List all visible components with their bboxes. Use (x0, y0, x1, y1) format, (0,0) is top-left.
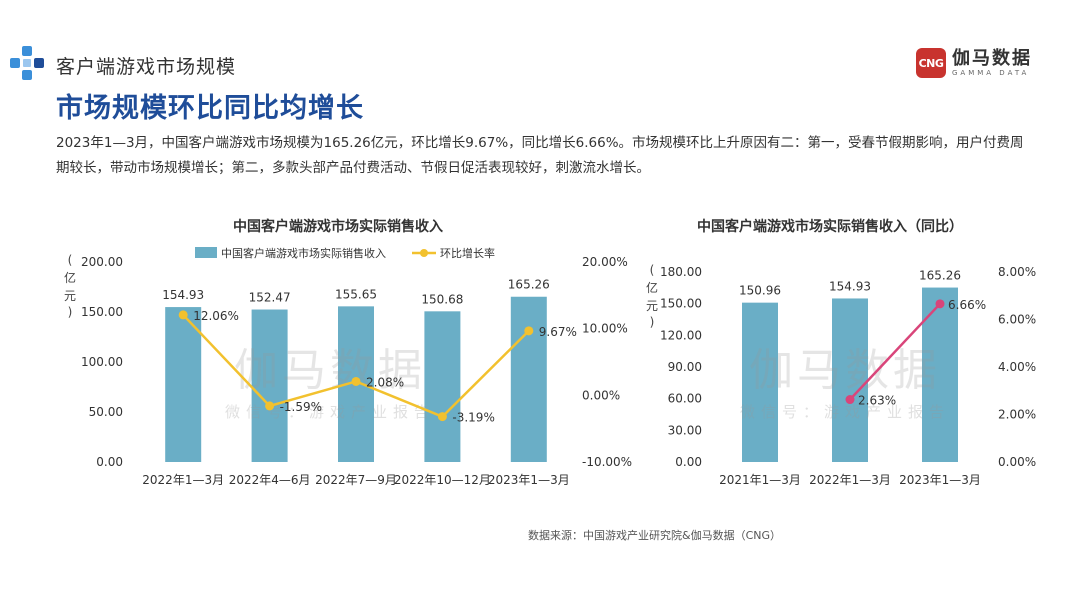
data-source: 数据来源：中国游戏产业研究院&伽马数据（CNG） (528, 529, 782, 542)
right-chart-line (849, 302, 941, 401)
left-chart-bar-label: 150.68 (421, 292, 463, 306)
company-logo-icon (10, 46, 44, 80)
brand-name: 伽马数据 (952, 48, 1032, 69)
left-chart-x-tick: 2022年1—3月 (142, 473, 224, 487)
right-chart-watermark: 伽马数据 (749, 345, 941, 396)
right-chart-y-tick: 0.00 (675, 455, 702, 469)
right-chart-watermark-sub: 微信号：游戏产业报告 (740, 403, 950, 421)
right-chart-title: 中国客户端游戏市场实际销售收入（同比） (697, 218, 963, 235)
left-chart-ylabel: (亿元) (64, 253, 76, 319)
brand-logo: CNG 伽马数据 GAMMA DATA (916, 48, 1032, 78)
left-chart-legend: 中国客户端游戏市场实际销售收入 环比增长率 (195, 246, 495, 260)
left-chart-legend-line-marker (420, 249, 428, 257)
brand-badge: CNG (916, 48, 946, 78)
right-chart-y-tick: 90.00 (668, 360, 702, 374)
right-chart-y-tick: 180.00 (660, 265, 702, 279)
left-chart-title: 中国客户端游戏市场实际销售收入 (233, 218, 443, 235)
right-chart-bar (742, 302, 778, 462)
right-chart-y2-tick: 8.00% (998, 265, 1036, 279)
right-chart-line-point (935, 299, 945, 309)
left-chart-bar (165, 307, 202, 462)
summary-paragraph: 2023年1—3月，中国客户端游戏市场规模为165.26亿元，环比增长9.67%… (56, 135, 1024, 176)
right-chart-bar-label: 165.26 (919, 269, 961, 283)
left-chart-line-point (178, 310, 188, 320)
section-title: 客户端游戏市场规模 (56, 56, 237, 78)
right-chart-y-tick: 120.00 (660, 328, 702, 342)
right-chart-y2-tick: 6.00% (998, 313, 1036, 327)
right-chart-y2-tick: 4.00% (998, 360, 1036, 374)
right-chart-bar-label: 150.96 (739, 284, 781, 298)
left-chart-bar-label: 152.47 (249, 291, 291, 305)
left-chart-watermark-sub: 微信号：游戏产业报告 (225, 403, 435, 421)
left-chart-x-tick: 2022年4—6月 (229, 473, 311, 487)
left-chart-y-tick: 50.00 (89, 405, 123, 419)
right-chart-y-tick: 150.00 (660, 297, 702, 311)
left-chart-y-tick: 0.00 (96, 455, 123, 469)
right-chart-y2-tick: 2.00% (998, 408, 1036, 422)
left-chart-bar (424, 311, 461, 462)
left-chart-line-label: -3.19% (452, 411, 494, 425)
left-chart-bar-label: 165.26 (508, 278, 550, 292)
left-chart-y2-tick: 0.00% (582, 388, 620, 402)
right-chart-y-tick: 30.00 (668, 423, 702, 437)
left-chart-line-label: 9.67% (539, 325, 577, 339)
right-chart-bar (832, 298, 868, 462)
left-chart-bar (251, 309, 288, 462)
left-chart-line-label: 12.06% (193, 309, 239, 323)
left-chart-line-label: -1.59% (280, 400, 322, 414)
left-chart-legend-bar-label: 中国客户端游戏市场实际销售收入 (221, 246, 386, 260)
right-chart-y2-tick: 0.00% (998, 455, 1036, 469)
left-chart-x-tick: 2022年10—12月 (394, 473, 491, 487)
right-chart-ylabel: (亿元) (646, 263, 658, 329)
right-chart-x-tick: 2022年1—3月 (809, 473, 891, 487)
right-chart-bar-label: 154.93 (829, 279, 871, 293)
left-chart-bar-label: 154.93 (162, 288, 204, 302)
right-chart-line-point (845, 395, 855, 405)
left-chart-legend-line-label: 环比增长率 (440, 246, 495, 260)
left-chart-watermark: 伽马数据 (234, 345, 426, 396)
left-chart-y2-tick: -10.00% (582, 455, 632, 469)
right-chart-line-label: 2.63% (858, 394, 896, 408)
left-chart-line-point (524, 326, 534, 336)
right-chart-y-tick: 60.00 (668, 392, 702, 406)
chart-yoy: 中国客户端游戏市场实际销售收入（同比） (亿元) 0.00 30.00 60.00 90.… (646, 218, 1036, 487)
page-headline: 市场规模环比同比均增长 (56, 93, 364, 124)
left-chart-line-label: 2.08% (366, 375, 404, 389)
left-chart-x-tick: 2023年1—3月 (488, 473, 570, 487)
left-chart-line-point (437, 412, 447, 422)
left-chart-bar (510, 296, 547, 462)
left-chart-legend-bar-swatch (195, 247, 217, 258)
left-chart-y-tick: 100.00 (81, 355, 123, 369)
left-chart-line-point (351, 376, 361, 386)
brand-subtitle: GAMMA DATA (952, 69, 1030, 77)
left-chart-y2-tick: 20.00% (582, 255, 628, 269)
right-chart-x-tick: 2021年1—3月 (719, 473, 801, 487)
right-chart-x-tick: 2023年1—3月 (899, 473, 981, 487)
left-chart-bar-label: 155.65 (335, 287, 377, 301)
left-chart-y-tick: 200.00 (81, 255, 123, 269)
chart-qoq: 中国客户端游戏市场实际销售收入 (亿元) 0.00 50.00 100.00 150.00… (64, 218, 632, 487)
left-chart-line-point (265, 401, 275, 411)
left-chart-y2-tick: 10.00% (582, 322, 628, 336)
right-chart-line-label: 6.66% (948, 298, 986, 312)
left-chart-y-tick: 150.00 (81, 305, 123, 319)
left-chart-x-tick: 2022年7—9月 (315, 473, 397, 487)
